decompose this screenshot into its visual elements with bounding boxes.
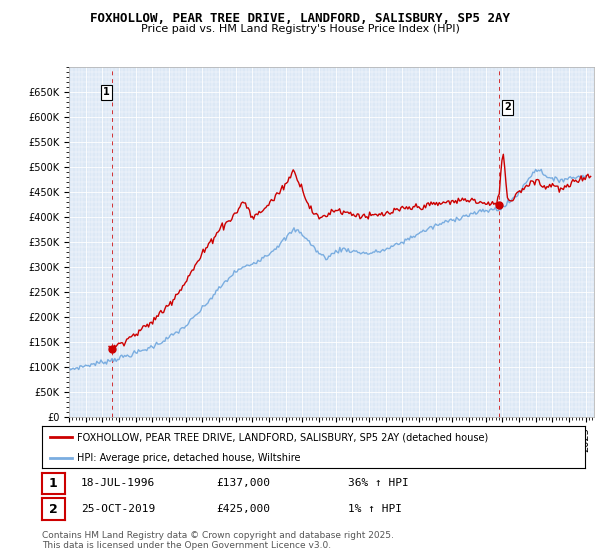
Text: Contains HM Land Registry data © Crown copyright and database right 2025.
This d: Contains HM Land Registry data © Crown c…: [42, 531, 394, 550]
Text: £137,000: £137,000: [216, 478, 270, 488]
Text: 36% ↑ HPI: 36% ↑ HPI: [348, 478, 409, 488]
Text: 1% ↑ HPI: 1% ↑ HPI: [348, 504, 402, 514]
Text: 1: 1: [49, 477, 58, 490]
Text: 25-OCT-2019: 25-OCT-2019: [81, 504, 155, 514]
Text: HPI: Average price, detached house, Wiltshire: HPI: Average price, detached house, Wilt…: [77, 454, 301, 463]
Text: Price paid vs. HM Land Registry's House Price Index (HPI): Price paid vs. HM Land Registry's House …: [140, 24, 460, 34]
Text: 1: 1: [103, 87, 110, 97]
Text: FOXHOLLOW, PEAR TREE DRIVE, LANDFORD, SALISBURY, SP5 2AY: FOXHOLLOW, PEAR TREE DRIVE, LANDFORD, SA…: [90, 12, 510, 25]
Text: 2: 2: [49, 502, 58, 516]
Text: FOXHOLLOW, PEAR TREE DRIVE, LANDFORD, SALISBURY, SP5 2AY (detached house): FOXHOLLOW, PEAR TREE DRIVE, LANDFORD, SA…: [77, 432, 488, 442]
Text: 2: 2: [504, 102, 511, 112]
Text: 18-JUL-1996: 18-JUL-1996: [81, 478, 155, 488]
Text: £425,000: £425,000: [216, 504, 270, 514]
